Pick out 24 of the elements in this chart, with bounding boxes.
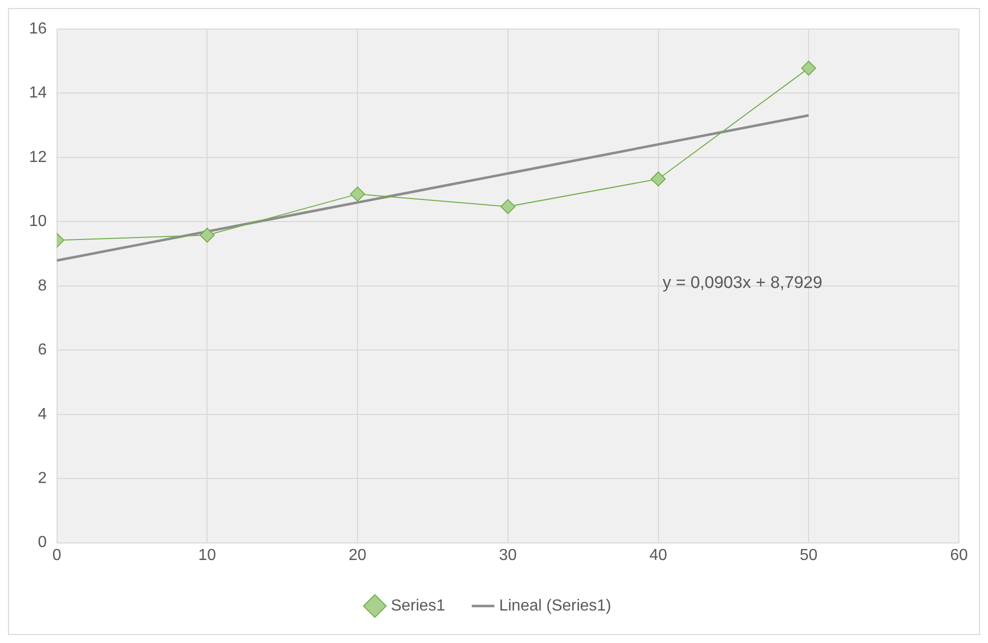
x-tick-label: 60 [950, 546, 968, 564]
legend-label: Lineal (Series1) [499, 597, 612, 614]
point [650, 171, 666, 186]
point [801, 60, 816, 76]
x-tick-label: 0 [52, 546, 62, 564]
x-tick-label: 30 [499, 546, 517, 564]
x-tick-label: 50 [800, 546, 818, 564]
x-tick-label: 20 [348, 546, 367, 564]
point [200, 228, 215, 243]
point [350, 186, 366, 202]
y-tick-label: 4 [38, 406, 47, 423]
y-tick-label: 10 [29, 213, 47, 230]
y-tick-label: 6 [38, 342, 47, 359]
point [500, 199, 516, 214]
legend-label: Series1 [390, 597, 446, 614]
y-tick-label: 8 [38, 277, 47, 294]
y-tick-label: 14 [29, 84, 47, 102]
y-tick-label: 12 [29, 148, 47, 166]
annotation: y = 0,0903x + 8,7929 [662, 273, 822, 292]
x-tick-label: 40 [649, 546, 668, 564]
y-tick-label: 2 [38, 470, 47, 487]
y-tick-label: 16 [29, 20, 47, 38]
y-tick-label: 0 [38, 534, 47, 552]
x-tick-label: 10 [198, 546, 216, 564]
